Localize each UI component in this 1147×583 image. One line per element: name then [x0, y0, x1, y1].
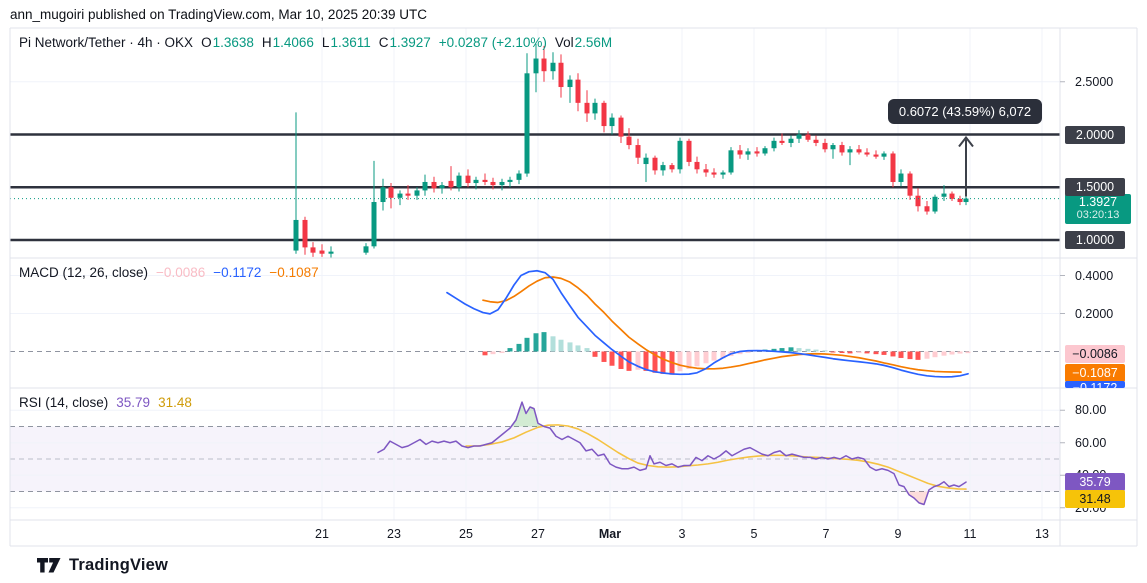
change-value: +0.0287 (+2.10%) — [438, 35, 547, 50]
rsi-value: 35.79 — [116, 395, 151, 410]
macd-axis-label: 0.2000 — [1075, 306, 1114, 321]
attribution-text: ann_mugoiri published on TradingView.com… — [10, 7, 427, 22]
macd-signal-badge: −0.1087 — [1065, 364, 1125, 382]
time-axis-label: 27 — [531, 527, 545, 541]
volume-value: Vol 2.56M — [554, 35, 613, 50]
low-value: L 1.3611 — [321, 35, 371, 50]
time-axis-label: 7 — [822, 527, 830, 541]
time-axis-label: 25 — [459, 527, 473, 541]
time-axis-label: 23 — [387, 527, 401, 541]
rsi-ma-value: 31.48 — [158, 395, 192, 410]
macd-signal-value: −0.1087 — [269, 265, 319, 280]
measure-tool-label[interactable]: 0.6072 (43.59%) 6,072 — [888, 99, 1042, 124]
price-level-badge: 1.5000 — [1065, 178, 1125, 197]
time-axis-label: 9 — [894, 527, 902, 541]
open-value: O 1.3638 — [201, 35, 254, 50]
price-axis-label: 2.5000 — [1075, 74, 1114, 89]
last-price-badge: 1.3927 03:20:13 — [1065, 194, 1131, 224]
rsi-ma-badge: 31.48 — [1065, 490, 1125, 508]
rsi-title[interactable]: RSI (14, close) — [19, 395, 109, 410]
macd-histogram-value: −0.0086 — [156, 265, 206, 280]
tradingview-logo-icon — [37, 557, 61, 572]
time-axis-label: 13 — [1035, 527, 1049, 541]
main-chart-legend: Pi Network/Tether · 4h · OKX O 1.3638 H 1.… — [19, 35, 612, 50]
time-axis-label: Mar — [598, 527, 622, 541]
close-value: C 1.3927 — [378, 35, 431, 50]
macd-legend: MACD (12, 26, close) −0.0086 −0.1172 −0.… — [19, 265, 319, 280]
macd-line-value: −0.1172 — [213, 265, 262, 280]
tradingview-footer[interactable]: TradingView — [37, 556, 168, 575]
price-level-badge: 1.0000 — [1065, 231, 1125, 249]
rsi-axis-label: 60.00 — [1075, 435, 1107, 450]
bar-countdown: 03:20:13 — [1076, 209, 1120, 221]
time-axis-label: 21 — [315, 527, 329, 541]
macd-title[interactable]: MACD (12, 26, close) — [19, 265, 149, 280]
time-axis-label: 5 — [750, 527, 758, 541]
macd-axis-label: 0.4000 — [1075, 268, 1114, 283]
time-axis-label: 11 — [963, 527, 977, 541]
high-value: H 1.4066 — [261, 35, 314, 50]
tradingview-brand-text: TradingView — [69, 556, 169, 574]
rsi-legend: RSI (14, close) 35.79 31.48 — [19, 395, 192, 410]
time-axis-label: 3 — [678, 527, 686, 541]
rsi-axis-label: 80.00 — [1075, 403, 1107, 418]
macd-line-badge: −0.1172 — [1065, 381, 1125, 388]
price-level-badge: 2.0000 — [1065, 125, 1125, 144]
macd-histogram-badge: −0.0086 — [1065, 345, 1125, 363]
last-price-value: 1.3927 — [1078, 195, 1118, 209]
rsi-badge: 35.79 — [1065, 473, 1125, 491]
symbol-title[interactable]: Pi Network/Tether · 4h · OKX — [19, 35, 194, 50]
